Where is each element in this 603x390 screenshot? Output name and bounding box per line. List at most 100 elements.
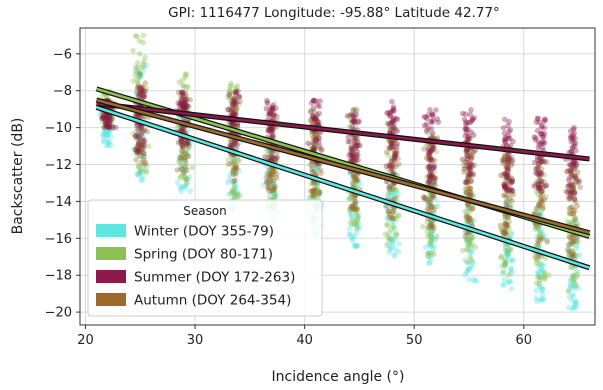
data-point: [138, 124, 144, 131]
data-point: [231, 99, 237, 106]
data-point: [101, 130, 108, 136]
data-point: [180, 77, 186, 83]
data-point: [468, 236, 474, 243]
data-point: [502, 229, 509, 235]
data-point: [132, 64, 139, 70]
data-point: [106, 119, 112, 125]
data-point: [352, 123, 359, 129]
data-point: [141, 127, 147, 133]
data-point: [135, 64, 141, 71]
data-point: [178, 98, 184, 105]
data-point: [570, 272, 577, 279]
data-point: [502, 116, 508, 123]
data-point: [464, 236, 471, 242]
data-point: [143, 85, 150, 92]
data-point: [350, 215, 356, 222]
data-point: [535, 191, 541, 198]
data-point: [503, 198, 510, 205]
data-point: [428, 237, 435, 243]
data-point: [232, 108, 239, 114]
data-point: [184, 176, 190, 183]
data-point: [566, 234, 573, 241]
data-point: [106, 117, 112, 123]
data-point: [182, 141, 188, 147]
data-point: [269, 104, 276, 111]
data-point: [508, 286, 515, 292]
data-point: [267, 110, 274, 116]
data-point: [177, 100, 184, 107]
data-point: [566, 242, 573, 249]
data-point: [531, 183, 537, 190]
data-point: [235, 101, 242, 108]
data-point: [497, 226, 504, 233]
data-point: [233, 166, 239, 173]
data-point: [427, 199, 434, 205]
data-point: [573, 147, 579, 154]
data-point: [136, 74, 142, 81]
data-point: [309, 166, 315, 173]
data-point: [351, 197, 357, 203]
data-point: [101, 124, 108, 131]
data-point: [266, 175, 273, 182]
data-point: [353, 230, 359, 236]
data-point: [135, 84, 141, 91]
data-point: [233, 140, 239, 147]
data-point: [353, 184, 359, 190]
data-point: [181, 140, 188, 147]
data-point: [346, 231, 353, 238]
data-point: [501, 282, 508, 288]
data-point: [137, 74, 144, 80]
data-point: [388, 183, 394, 189]
data-point: [312, 141, 319, 147]
data-point: [313, 171, 319, 177]
data-point: [393, 232, 400, 239]
data-point: [497, 222, 504, 229]
data-point: [464, 148, 471, 154]
data-point: [428, 204, 434, 210]
data-point: [569, 247, 575, 254]
data-point: [137, 70, 143, 76]
data-point: [539, 268, 546, 274]
data-point: [226, 88, 233, 94]
data-point: [353, 156, 359, 162]
data-point: [101, 114, 108, 120]
data-point: [271, 112, 278, 118]
data-point: [143, 169, 150, 176]
data-point: [318, 170, 324, 176]
y-tick-label: −14: [45, 195, 72, 210]
data-point: [570, 272, 576, 279]
data-point: [226, 89, 233, 96]
data-point: [540, 261, 546, 268]
data-point: [104, 122, 111, 128]
data-point: [313, 117, 320, 123]
data-point: [232, 181, 239, 188]
data-point: [460, 162, 467, 168]
data-point: [392, 152, 399, 158]
data-point: [310, 187, 316, 194]
data-point: [504, 222, 511, 228]
data-point: [140, 146, 147, 152]
data-point: [269, 128, 276, 135]
data-point: [499, 270, 506, 277]
data-point: [266, 167, 273, 174]
data-point: [535, 253, 541, 259]
data-point: [234, 190, 240, 197]
data-point: [185, 103, 192, 110]
data-point: [431, 174, 438, 181]
data-point: [274, 113, 280, 120]
data-point: [430, 182, 436, 188]
data-point: [183, 146, 190, 152]
data-point: [422, 244, 429, 250]
data-point: [236, 94, 243, 100]
data-point: [351, 174, 357, 180]
data-point: [573, 238, 580, 244]
data-point: [175, 100, 181, 106]
data-point: [389, 162, 395, 169]
data-point: [469, 259, 475, 266]
data-point: [466, 180, 472, 186]
data-point: [465, 185, 472, 191]
data-point: [182, 184, 188, 191]
data-point: [184, 153, 191, 159]
data-point: [502, 157, 509, 163]
data-point: [138, 126, 144, 133]
